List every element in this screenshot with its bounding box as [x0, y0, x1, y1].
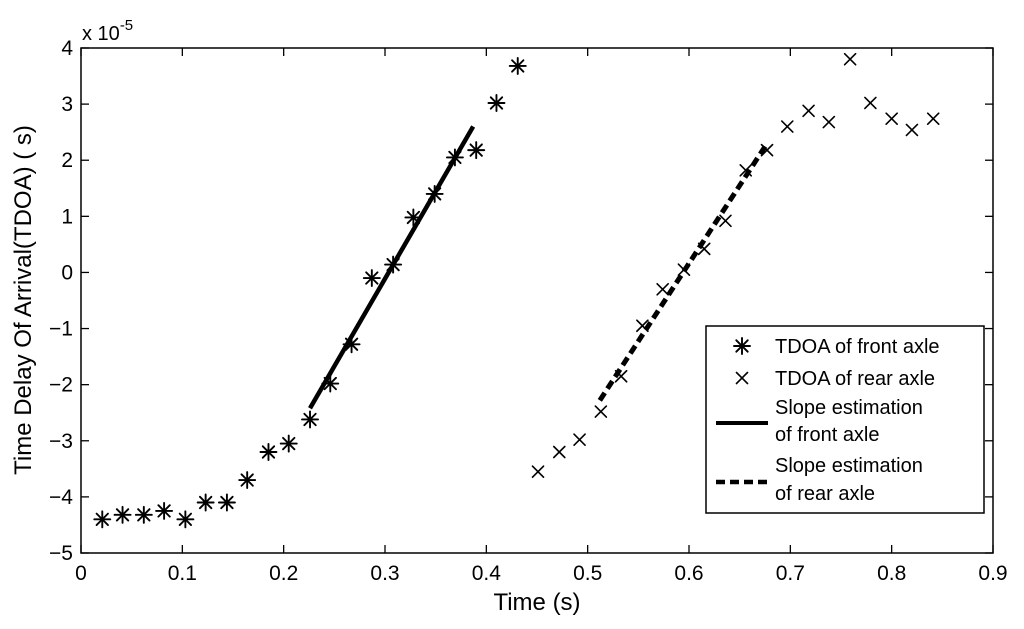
y-exponent-power: -5	[120, 17, 133, 34]
x-tick-label: 0.6	[674, 562, 703, 585]
legend-entry-front-axle: TDOA of front axle	[775, 336, 940, 358]
y-tick-label: −5	[49, 542, 73, 565]
x-tick-label: 0.8	[877, 562, 906, 585]
front-axle-point	[301, 410, 319, 429]
legend-cross-icon	[735, 371, 749, 385]
legend-entry-front-slope-line1: Slope estimation	[775, 397, 923, 419]
legend-entry-rear-axle: TDOA of rear axle	[775, 368, 935, 390]
x-tick-label: 0.5	[573, 562, 602, 585]
front-axle-point	[217, 493, 236, 512]
rear-axle-point	[864, 96, 877, 110]
front-axle-point	[467, 141, 486, 160]
rear-axle-point	[594, 405, 608, 418]
y-exponent-label: x 10-5	[82, 17, 133, 45]
legend: TDOA of front axle TDOA of rear axle Slo…	[705, 325, 985, 514]
legend-asterisk-icon	[733, 337, 751, 355]
y-axis-label: Time Delay Of Arrival(TDOA) ( s)	[10, 125, 37, 475]
front-axle-point	[259, 443, 278, 461]
x-tick-label: 0.9	[978, 562, 1007, 585]
rear-axle-point	[739, 164, 753, 177]
legend-symbol-front-axle	[733, 337, 751, 355]
rear-axle-point	[843, 52, 857, 66]
front-axle-point	[425, 184, 444, 203]
rear-axle-point	[697, 242, 711, 256]
rear-axle-point	[677, 263, 691, 276]
rear-axle-point	[760, 143, 774, 157]
rear-axle-point	[656, 282, 669, 296]
legend-entry-rear-slope-line1: Slope estimation	[775, 455, 923, 477]
front-axle-point	[487, 94, 506, 112]
rear-axle-point	[905, 123, 919, 137]
front-axle-point	[321, 374, 340, 393]
legend-entry-rear-slope-line2: of rear axle	[775, 483, 875, 505]
x-axis-label: Time (s)	[493, 589, 580, 616]
y-tick-label: −2	[49, 374, 73, 397]
x-tick-label: 0	[75, 562, 87, 585]
front-axle-point	[113, 505, 132, 524]
rear-axle-point	[926, 112, 940, 125]
y-exponent-base: x 10	[82, 23, 120, 45]
x-tick-label: 0.2	[269, 562, 298, 585]
y-tick-label: 0	[61, 261, 73, 284]
y-tick-label: −3	[49, 430, 73, 453]
rear-axle-point	[614, 369, 628, 383]
x-tick-label: 0.4	[472, 562, 502, 585]
front-axle-point	[134, 505, 153, 524]
y-tick-label: 3	[61, 93, 73, 116]
y-tick-label: 2	[61, 149, 73, 172]
rear-axle-point	[531, 465, 545, 478]
front-axle-point	[508, 57, 527, 75]
front-axle-point	[93, 510, 112, 529]
y-tick-label: 4	[61, 37, 73, 60]
x-tick-label: 0.1	[168, 562, 197, 585]
rear-axle-point	[636, 319, 649, 333]
rear-axle-point	[822, 115, 836, 129]
front-axle-point	[445, 148, 464, 167]
x-tick-label: 0.3	[370, 562, 399, 585]
axis-tick-labels: 0 0.1 0.2 0.3 0.4 0.5 0.6 0.7 0.8 0.9 −5 −4 −3 −2 −1 0 1…	[49, 37, 1008, 585]
rear-axle-point	[780, 120, 794, 133]
rear-axle-point	[719, 214, 732, 228]
front-axle-point	[279, 434, 298, 453]
rear-axle-point	[885, 112, 898, 125]
front-axle-point	[238, 471, 257, 490]
axis-ticks	[80, 47, 994, 554]
front-axle-point	[342, 335, 361, 354]
y-tick-label: 1	[61, 205, 73, 228]
front-axle-point	[404, 208, 423, 227]
rear-axle-point	[573, 433, 586, 446]
rear-axle-point	[802, 104, 815, 118]
legend-entry-front-slope-line2: of front axle	[775, 424, 880, 446]
series-layer	[93, 52, 940, 529]
legend-symbol-rear-axle	[735, 371, 749, 385]
y-tick-label: −1	[49, 318, 73, 341]
front-axle-point	[362, 269, 381, 288]
front-axle-point	[384, 255, 403, 274]
front-axle-point	[176, 510, 195, 529]
x-tick-label: 0.7	[776, 562, 805, 585]
slope-line-rear-axle	[597, 143, 769, 402]
rear-axle-point	[552, 445, 566, 459]
front-axle-point	[155, 501, 174, 520]
front-axle-point	[196, 493, 215, 512]
y-tick-label: −4	[49, 486, 73, 509]
